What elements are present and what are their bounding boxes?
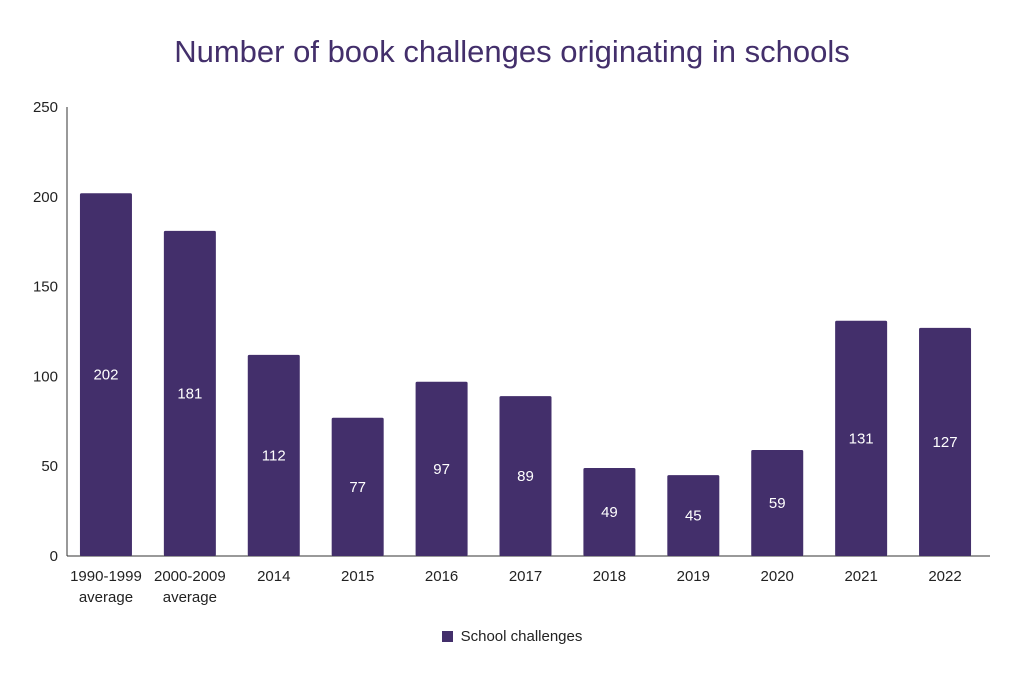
bar: [247, 354, 300, 556]
bar-value-label: 97: [433, 461, 450, 478]
x-tick-label: 2021: [844, 568, 877, 585]
bar-value-label: 202: [93, 367, 118, 384]
bar-value-label: 112: [262, 447, 286, 464]
x-tick-label: 1990-1999 average: [70, 568, 142, 606]
bar: [667, 475, 720, 556]
x-tick-label: 2015: [341, 568, 374, 585]
y-tick-label: 250: [33, 99, 58, 116]
bar: [751, 450, 804, 556]
bar: [415, 381, 468, 556]
bar-value-label: 45: [685, 508, 702, 525]
x-tick-label: 2018: [593, 568, 626, 585]
bar-value-label: 131: [849, 430, 874, 447]
bar-value-label: 59: [769, 495, 786, 512]
bar-value-label: 127: [933, 434, 958, 451]
chart-title: Number of book challenges originating in…: [174, 34, 850, 69]
bar-value-label: 181: [177, 385, 202, 402]
bar-value-label: 49: [601, 504, 618, 521]
bar: [163, 230, 216, 556]
y-tick-label: 150: [33, 279, 58, 296]
y-tick-label: 0: [50, 548, 58, 565]
x-tick-label: 2022: [928, 568, 961, 585]
y-tick-label: 100: [33, 368, 58, 385]
legend-label: School challenges: [460, 628, 583, 645]
y-tick-label: 50: [41, 458, 58, 475]
x-tick-label: 2016: [425, 568, 458, 585]
x-tick-label: 2000-2009 average: [154, 568, 226, 606]
x-tick-label: 2014: [257, 568, 290, 585]
bar: [499, 396, 552, 556]
bar: [583, 467, 636, 556]
x-tick-label: 2017: [509, 568, 542, 585]
bar: [79, 193, 132, 556]
y-tick-label: 200: [33, 189, 58, 206]
bar: [835, 320, 888, 556]
bar-value-label: 89: [517, 468, 534, 485]
x-tick-label: 2019: [677, 568, 710, 585]
bar-value-label: 77: [349, 479, 366, 496]
x-tick-label: 2020: [761, 568, 794, 585]
bar: [919, 327, 972, 556]
legend: School challenges: [0, 628, 1024, 645]
bar: [331, 417, 384, 556]
legend-swatch: [441, 631, 453, 642]
